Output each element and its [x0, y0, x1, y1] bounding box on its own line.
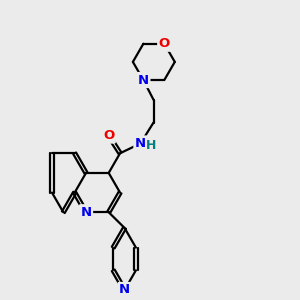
Text: N: N: [135, 137, 146, 150]
Text: O: O: [159, 37, 170, 50]
Text: N: N: [138, 74, 149, 86]
Text: N: N: [119, 284, 130, 296]
Text: O: O: [103, 129, 114, 142]
Text: H: H: [146, 139, 157, 152]
Text: N: N: [80, 206, 92, 219]
